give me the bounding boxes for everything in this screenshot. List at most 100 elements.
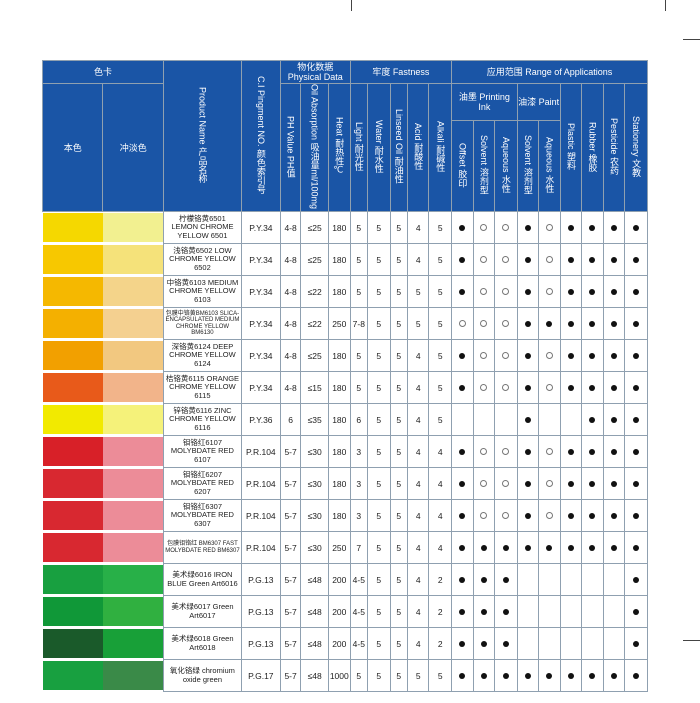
filled-dot-icon [524,448,531,455]
filled-dot-icon [480,544,487,551]
light-cell: 5 [349,211,369,245]
application-cell [624,243,648,277]
mass-tone-swatch [42,403,103,436]
tint-swatch [102,595,164,628]
application-cell [624,435,648,469]
mass-tone-header: 本色 [41,82,104,213]
application-cell [538,563,561,597]
acid-cell: 4 [406,211,430,245]
filled-dot-icon [567,480,574,487]
heat-cell: 1000 [328,659,351,693]
filled-dot-icon [480,640,487,647]
filled-dot-icon [589,288,596,295]
water-cell: 5 [367,403,391,437]
crop-mark [665,0,666,11]
tint-swatch [102,403,164,436]
ci-cell: P.G.17 [240,659,281,693]
hollow-dot-icon [545,287,553,295]
application-cell [602,339,626,373]
application-cell [559,499,583,533]
water-cell: 5 [367,563,391,597]
filled-dot-icon [567,512,574,519]
heat-cell: 180 [328,403,351,437]
application-cell [472,499,496,533]
filled-dot-icon [459,608,466,615]
light-cell: 4-5 [349,563,369,597]
color-card-header: 色卡 [42,60,164,84]
application-cell [472,435,496,469]
application-cell [602,275,626,309]
filled-dot-icon [524,256,531,263]
application-cell [624,339,648,373]
mass-tone-swatch [42,499,103,532]
filled-dot-icon [589,672,596,679]
application-cell [472,563,496,597]
filled-dot-icon [480,576,487,583]
tint-swatch [102,339,164,372]
filled-dot-icon [567,448,574,455]
application-cell [559,275,583,309]
filled-dot-icon [524,384,531,391]
filled-dot-icon [524,512,531,519]
light-cell: 6 [349,403,369,437]
water-cell: 5 [367,659,391,693]
hollow-dot-icon [502,223,510,231]
alkali-cell: 2 [428,595,453,629]
application-cell [516,307,540,341]
oil-cell: ≤48 [300,627,330,661]
tint-swatch [102,275,164,308]
application-cell [516,627,540,661]
table-row: 柠檬铬黄6501 LEMON CHROME YELLOW 6501 P.Y.34 4… [42,211,648,245]
acid-cell: 4 [406,403,430,437]
paint-solvent-header: Solvent 溶剂型 [516,119,540,213]
filled-dot-icon [567,288,574,295]
hollow-dot-icon [502,479,510,487]
linseed-cell: 5 [389,371,408,405]
acid-cell: 4 [406,531,430,565]
product-name-cell: 包膜中铬黄BM6103 SLICA-ENCAPSULATED MEDIUM CH… [162,307,242,341]
product-name-cell: 锌铬黄6116 ZINC CHROME YELLOW 6116 [162,403,242,437]
table-row: 美术绿6018 Green Art6018 P.G.13 5-7 ≤48 200 4-5 5… [42,627,648,661]
filled-dot-icon [524,544,531,551]
table-row: 浅铬黄6502 LOW CHROME YELLOW 6502 P.Y.34 4-8 ≤… [42,243,648,277]
application-cell [516,371,540,405]
light-cell: 7-8 [349,307,369,341]
application-cell [538,307,561,341]
mass-tone-swatch [42,467,103,500]
mass-tone-swatch [42,563,103,596]
table-body: 柠檬铬黄6501 LEMON CHROME YELLOW 6501 P.Y.34 4… [42,211,648,693]
application-cell [602,211,626,245]
tint-swatch [102,659,164,692]
heat-cell: 180 [328,467,351,501]
application-cell [581,531,604,565]
application-cell [602,435,626,469]
light-cell: 5 [349,371,369,405]
hollow-dot-icon [545,383,553,391]
tint-header: 冲淡色 [102,82,164,213]
application-cell [494,307,518,341]
mass-tone-swatch [42,307,103,340]
application-cell [581,211,604,245]
oil-cell: ≤25 [300,211,330,245]
application-cell [516,467,540,501]
filled-dot-icon [610,384,617,391]
product-name-cell: 美术绿6016 IRON BLUE Green Art6016 [162,563,242,597]
application-cell [451,403,474,437]
hollow-dot-icon [545,479,553,487]
application-cell [451,563,474,597]
hollow-dot-icon [480,351,488,359]
table-header: 色卡 Product Name 产品名称 C.I Pingment NO. 颜色… [41,59,648,213]
oil-cell: ≤25 [300,339,330,373]
hollow-dot-icon [502,447,510,455]
application-cell [538,403,561,437]
application-cell [581,659,604,693]
hollow-dot-icon [480,287,488,295]
filled-dot-icon [633,224,640,231]
linseed-cell: 5 [389,243,408,277]
hollow-dot-icon [502,351,510,359]
filled-dot-icon [459,512,466,519]
oil-cell: ≤15 [300,371,330,405]
application-cell [494,371,518,405]
ci-cell: P.G.13 [240,627,281,661]
stationery-header: Stationery 文教 [624,82,648,213]
